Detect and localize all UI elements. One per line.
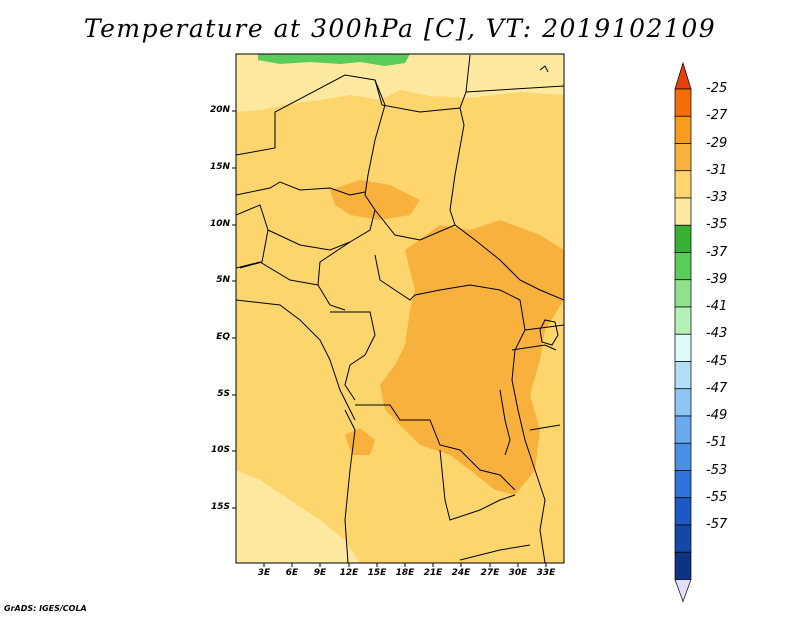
warm-region-north bbox=[330, 180, 420, 220]
border-line bbox=[330, 311, 376, 401]
lon-label: 30E bbox=[508, 568, 528, 578]
colorbar-swatch bbox=[674, 143, 692, 172]
colorbar-swatch bbox=[674, 197, 692, 226]
colorbar-label: -29 bbox=[706, 135, 728, 151]
lon-label: 24E bbox=[451, 568, 471, 578]
lat-label: EQ bbox=[216, 332, 230, 342]
lat-label: 15N bbox=[209, 162, 230, 172]
lon-label: 12E bbox=[339, 568, 359, 578]
colorbar-swatch bbox=[674, 470, 692, 499]
colorbar-swatch bbox=[674, 415, 692, 444]
lat-label: 15S bbox=[210, 502, 230, 512]
colorbar-label: -35 bbox=[706, 217, 728, 233]
colorbar-label: -27 bbox=[706, 108, 728, 124]
border-line bbox=[529, 424, 561, 431]
green-region-north-edge bbox=[258, 54, 410, 66]
colorbar-label: -43 bbox=[706, 326, 728, 342]
colorbar-swatch bbox=[674, 442, 692, 471]
lon-ticks bbox=[263, 563, 547, 567]
colorbar-label: -41 bbox=[706, 299, 728, 314]
lat-label: 10S bbox=[210, 445, 230, 455]
lat-label: 10N bbox=[209, 219, 230, 229]
colorbar-label: -31 bbox=[706, 162, 728, 178]
border-line bbox=[534, 469, 546, 563]
lon-label: 18E bbox=[395, 568, 415, 578]
country-borders bbox=[236, 54, 564, 563]
colorbar-swatch bbox=[674, 388, 692, 417]
border-line bbox=[524, 324, 564, 331]
border-line bbox=[374, 254, 521, 301]
colorbar-swatch bbox=[674, 524, 692, 553]
map-frame bbox=[235, 53, 565, 564]
lat-label: 5S bbox=[217, 389, 230, 399]
colorbar-swatch bbox=[674, 279, 692, 308]
lon-label: 9E bbox=[313, 568, 327, 578]
border-line bbox=[539, 65, 549, 73]
cool-region-southwest bbox=[236, 470, 360, 563]
lat-label: 5N bbox=[216, 275, 230, 285]
colorbar-swatch bbox=[674, 551, 692, 580]
colorbar-swatch bbox=[674, 497, 692, 526]
colorbar-label: -45 bbox=[706, 353, 728, 369]
lon-label: 3E bbox=[257, 568, 271, 578]
border-line bbox=[439, 449, 516, 521]
lake-tanganyika bbox=[499, 389, 511, 456]
border-line bbox=[374, 54, 471, 113]
colorbar-label: -25 bbox=[706, 81, 728, 96]
lon-label: 21E bbox=[423, 568, 443, 578]
border-line bbox=[355, 404, 516, 491]
grads-credit: GrADS: IGES/COLA bbox=[4, 604, 87, 613]
colorbar-swatch bbox=[674, 252, 692, 281]
colorbar-bottom-triangle bbox=[674, 579, 692, 603]
colorbar bbox=[674, 61, 692, 603]
border-line bbox=[511, 344, 557, 351]
map-title: Temperature at 300hPa [C], VT: 201910210… bbox=[83, 14, 717, 43]
colorbar-label: -33 bbox=[706, 190, 728, 205]
border-line bbox=[465, 85, 564, 93]
border-line bbox=[374, 209, 564, 301]
colorbar-label: -47 bbox=[706, 380, 728, 396]
colorbar-label: -53 bbox=[706, 462, 728, 478]
colorbar-swatch bbox=[674, 361, 692, 390]
border-line bbox=[236, 261, 319, 286]
border-line bbox=[236, 74, 386, 211]
colorbar-swatch bbox=[674, 306, 692, 335]
border-line bbox=[449, 107, 465, 226]
colorbar-label: -57 bbox=[706, 517, 728, 532]
lon-label: 15E bbox=[367, 568, 387, 578]
cool-region-north bbox=[236, 54, 564, 112]
border-line bbox=[267, 229, 351, 251]
border-line bbox=[344, 409, 356, 563]
lon-label: 6E bbox=[285, 568, 299, 578]
colorbar-label: -37 bbox=[706, 244, 728, 260]
border-line bbox=[236, 181, 366, 196]
border-line bbox=[459, 544, 531, 561]
coastline bbox=[236, 299, 356, 421]
colorbar-label: -39 bbox=[706, 271, 728, 287]
colorbar-label: -49 bbox=[706, 408, 728, 423]
colorbar-swatch bbox=[674, 115, 692, 144]
lon-label: 27E bbox=[480, 568, 500, 578]
colorbar-label: -51 bbox=[706, 435, 728, 451]
colorbar-swatch bbox=[674, 170, 692, 199]
colorbar-swatch bbox=[674, 224, 692, 253]
warm-region-congo bbox=[380, 220, 564, 495]
colorbar-label: -55 bbox=[706, 489, 728, 505]
colorbar-swatch bbox=[674, 88, 692, 117]
colorbar-top-triangle bbox=[674, 61, 692, 90]
lake-victoria bbox=[539, 319, 559, 346]
border-line bbox=[317, 209, 376, 311]
lat-ticks bbox=[232, 110, 236, 509]
colorbar-swatch bbox=[674, 333, 692, 362]
lat-label: 20N bbox=[209, 105, 230, 115]
lon-label: 33E bbox=[536, 568, 556, 578]
temperature-field bbox=[236, 54, 564, 563]
